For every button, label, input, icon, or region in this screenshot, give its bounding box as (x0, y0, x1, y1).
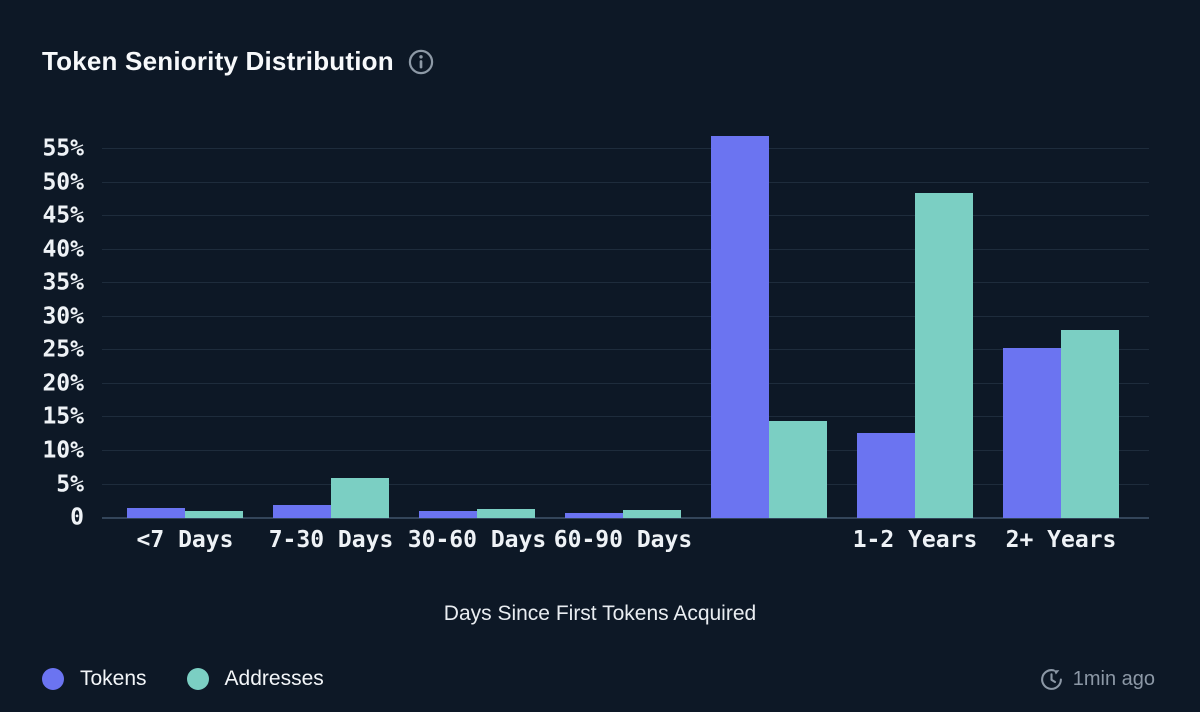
gridline (102, 181, 1149, 183)
y-tick-label: 45% (42, 202, 84, 229)
legend-item-addresses[interactable]: Addresses (186, 667, 324, 691)
y-tick-label: 10% (42, 437, 84, 464)
bar-tokens-60-90-days[interactable] (565, 513, 623, 518)
bar-tokens-<7-days[interactable] (127, 507, 185, 518)
y-tick-label: 55% (42, 135, 84, 162)
x-axis-title: Days Since First Tokens Acquired (443, 602, 757, 625)
chart-footer: Tokens Addresses 1min ago (42, 662, 1155, 696)
history-clock-icon (1039, 667, 1064, 692)
y-tick-label: 30% (42, 303, 84, 330)
y-tick-label: 0 (70, 504, 84, 531)
bar-tokens-1-2-years[interactable] (857, 432, 915, 518)
gridline (102, 450, 1149, 451)
bar-series (112, 130, 1134, 518)
legend-label: Addresses (224, 667, 324, 690)
gridline (102, 483, 1149, 485)
last-updated: 1min ago (1039, 667, 1155, 692)
y-tick-label: 50% (42, 169, 84, 196)
bar-tokens-30-60-days[interactable] (419, 511, 477, 518)
bar-addresses-30-60-days[interactable] (477, 508, 535, 518)
legend: Tokens Addresses (42, 667, 324, 691)
bar-tokens-7-30-days[interactable] (273, 504, 331, 518)
x-tick-label: 30-60 Days (407, 527, 547, 553)
plot-area (102, 130, 1149, 519)
y-tick-label: 25% (42, 336, 84, 363)
bar-addresses-<7-days[interactable] (185, 511, 243, 518)
y-tick-label: 5% (56, 471, 84, 497)
gridline (102, 248, 1149, 250)
legend-label: Tokens (80, 667, 147, 690)
gridline (102, 215, 1149, 217)
x-axis: <7 Days 7-30 Days 30-60 Days 60-90 Days 1-2 … (112, 527, 1134, 558)
legend-item-tokens[interactable]: Tokens (42, 667, 147, 691)
last-updated-text: 1min ago (1072, 667, 1155, 690)
bar-addresses-2+-years[interactable] (1061, 330, 1119, 518)
bar-addresses-1-2-years[interactable] (915, 193, 973, 518)
x-tick-label: 1-2 Years (852, 527, 978, 553)
bar-addresses-group5[interactable] (769, 420, 827, 518)
x-tick-label: <7 Days (136, 527, 234, 553)
gridline (102, 148, 1149, 150)
gridline (102, 382, 1149, 384)
bar-tokens-group5[interactable] (711, 136, 769, 518)
gridline (102, 349, 1149, 351)
x-tick-label: 7-30 Days (268, 527, 394, 553)
gridline (102, 416, 1149, 418)
x-tick-label: 2+ Years (1005, 527, 1117, 553)
chart-header: Token Seniority Distribution (42, 46, 435, 77)
y-tick-label: 35% (42, 269, 84, 296)
x-axis-line (102, 517, 1149, 519)
addresses-dot-icon (186, 668, 209, 690)
bar-tokens-2+-years[interactable] (1003, 348, 1061, 518)
gridline (102, 282, 1149, 284)
chart-title: Token Seniority Distribution (42, 46, 394, 76)
bar-addresses-60-90-days[interactable] (623, 509, 681, 518)
bar-addresses-7-30-days[interactable] (331, 477, 389, 518)
y-tick-label: 15% (42, 403, 84, 430)
y-tick-label: 20% (42, 370, 84, 397)
x-tick-label: 60-90 Days (553, 527, 693, 553)
gridline (102, 315, 1149, 317)
tokens-dot-icon (42, 668, 64, 690)
info-icon[interactable] (407, 48, 435, 76)
y-tick-label: 40% (42, 236, 84, 263)
y-axis: 0 5% 10% 15% 20% 25% 30% 35% 40% 45% 50% 55% (0, 130, 84, 529)
